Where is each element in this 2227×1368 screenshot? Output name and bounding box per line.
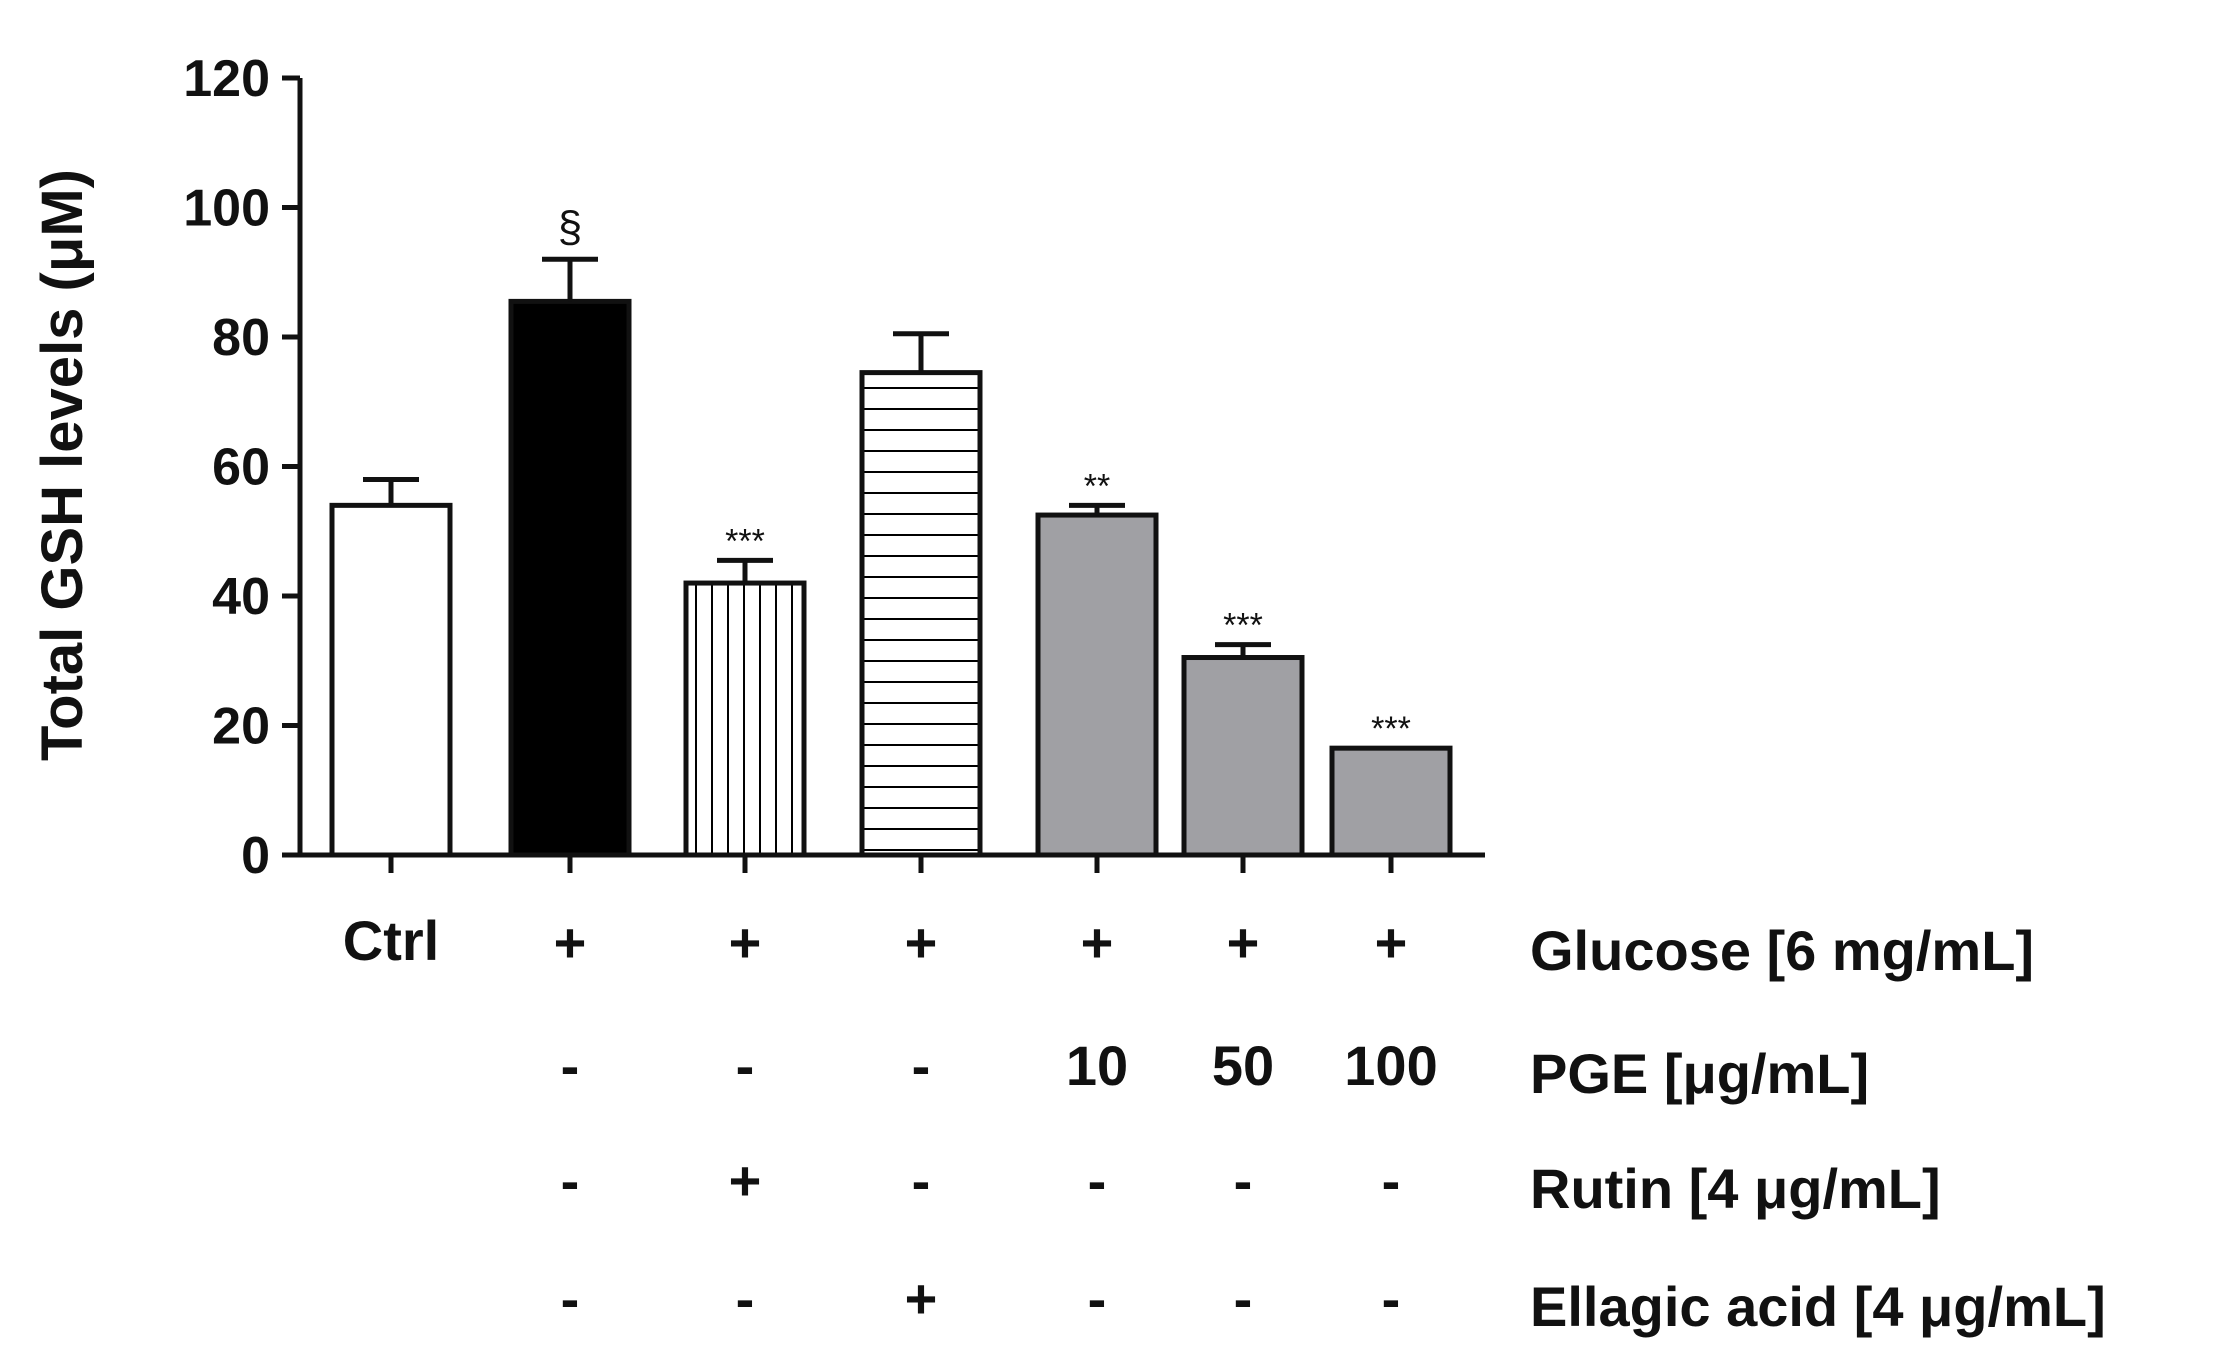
condition-cell: + — [1375, 911, 1408, 974]
bar — [329, 502, 453, 858]
bars: §*********** — [329, 202, 1453, 858]
y-tick-label: 40 — [212, 568, 270, 626]
y-axis-label: Total GSH levels (μM) — [30, 169, 95, 761]
bar — [1181, 655, 1305, 858]
bar — [1329, 745, 1453, 858]
bar — [683, 580, 807, 858]
condition-cell: - — [736, 1267, 755, 1330]
condition-cell: + — [729, 1149, 762, 1212]
x-label-ctrl: Ctrl — [343, 909, 439, 972]
condition-cell: - — [736, 1034, 755, 1097]
condition-row-label: PGE [μg/mL] — [1530, 1042, 1869, 1105]
condition-cell: + — [905, 1267, 938, 1330]
condition-cell: - — [561, 1034, 580, 1097]
significance-mark: ** — [1084, 467, 1110, 505]
condition-cell: 50 — [1212, 1034, 1274, 1097]
condition-cell: + — [1081, 911, 1114, 974]
condition-cell: - — [1382, 1149, 1401, 1212]
condition-cell: - — [1088, 1267, 1107, 1330]
significance-mark: *** — [1371, 710, 1411, 748]
condition-table: + + + + + + Glucose [6 mg/mL] - - - 10 50 100 PGE [μg… — [554, 911, 2106, 1338]
condition-cell: 100 — [1344, 1034, 1437, 1097]
x-axis: Ctrl — [300, 852, 1485, 972]
y-tick-label: 80 — [212, 309, 270, 367]
condition-cell: - — [912, 1149, 931, 1212]
condition-row-label: Glucose [6 mg/mL] — [1530, 919, 2034, 982]
condition-cell: 10 — [1066, 1034, 1128, 1097]
significance-mark: § — [558, 202, 582, 251]
condition-cell: - — [1382, 1267, 1401, 1330]
y-tick-label: 120 — [183, 50, 270, 108]
condition-row-label: Ellagic acid [4 μg/mL] — [1530, 1275, 2106, 1338]
bar — [859, 370, 983, 858]
condition-cell: - — [912, 1034, 931, 1097]
condition-cell: + — [905, 911, 938, 974]
condition-cell: + — [729, 911, 762, 974]
condition-cell: - — [1234, 1149, 1253, 1212]
significance-mark: *** — [1223, 607, 1263, 645]
significance-mark: *** — [725, 522, 765, 560]
bar — [1035, 512, 1159, 858]
condition-cell: - — [1088, 1149, 1107, 1212]
y-tick-label: 100 — [183, 180, 270, 238]
condition-cell: - — [1234, 1267, 1253, 1330]
condition-cell: - — [561, 1149, 580, 1212]
bar — [508, 298, 632, 858]
y-axis: 0 20 40 60 80 100 120 — [183, 50, 303, 885]
y-tick-label: 60 — [212, 439, 270, 497]
y-tick-label: 0 — [241, 827, 270, 885]
condition-cell: + — [1227, 911, 1260, 974]
condition-row-label: Rutin [4 μg/mL] — [1530, 1157, 1941, 1220]
condition-cell: + — [554, 911, 587, 974]
y-tick-label: 20 — [212, 698, 270, 756]
condition-cell: - — [561, 1267, 580, 1330]
